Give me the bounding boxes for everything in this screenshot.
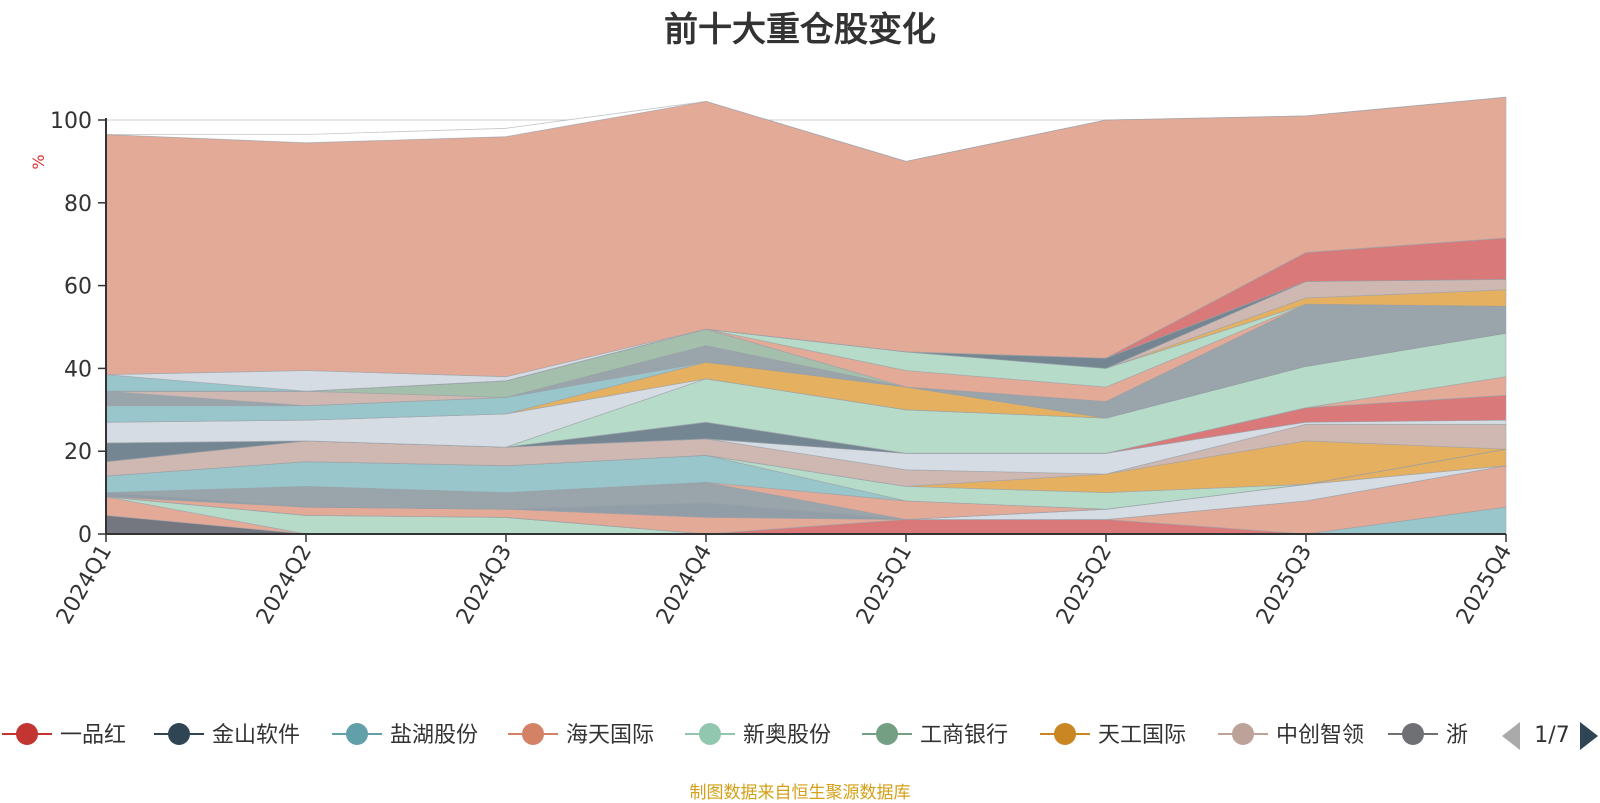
legend-item[interactable]: 中创智领 [1218,723,1364,748]
legend-circle-icon [876,723,898,745]
legend-item[interactable]: 新奥股份 [685,723,831,748]
x-tick-label: 2025Q3 [1252,541,1317,629]
area-series-layer [105,96,1507,535]
legend-items[interactable]: 一品红 金山软件 盐湖股份 海天国际 新奥股份 工商银行 天工国际 中创智领 浙 [2,723,1468,748]
chart-title: 前十大重仓股变化 [664,10,936,50]
legend-item[interactable]: 浙 [1388,723,1468,748]
legend-item[interactable]: 金山软件 [154,723,300,748]
legend-circle-icon [168,723,190,745]
x-tick-label: 2025Q1 [852,541,917,629]
legend-item[interactable]: 盐湖股份 [332,723,478,748]
legend-label: 天工国际 [1098,723,1186,748]
legend-item[interactable]: 一品红 [2,723,126,748]
legend-circle-icon [1232,723,1254,745]
x-tick-label: 2025Q2 [1052,541,1117,629]
legend-label: 工商银行 [920,723,1008,748]
y-tick-label: 80 [64,192,92,217]
legend-circle-icon [522,723,544,745]
legend-item[interactable]: 天工国际 [1040,723,1186,748]
legend-circle-icon [1402,723,1424,745]
x-tick-label: 2024Q2 [252,541,317,629]
legend-label: 海天国际 [566,723,654,748]
legend-label: 金山软件 [212,723,300,748]
y-tick-label: 60 [64,275,92,300]
legend-prev-page-icon[interactable] [1502,722,1520,750]
legend-label: 一品红 [60,723,126,748]
x-tick-label: 2025Q4 [1452,541,1517,629]
legend-circle-icon [1054,723,1076,745]
legend-next-page-icon[interactable] [1580,722,1598,750]
y-tick-label: 100 [50,109,92,134]
legend-circle-icon [16,723,38,745]
legend-item[interactable]: 工商银行 [862,723,1008,748]
legend-label: 中创智领 [1276,723,1364,748]
legend-label: 浙 [1446,723,1468,748]
legend-page-indicator: 1/7 [1534,723,1569,748]
legend-circle-icon [346,723,368,745]
legend[interactable]: 一品红 金山软件 盐湖股份 海天国际 新奥股份 工商银行 天工国际 中创智领 浙 1/7 [2,722,1598,750]
y-axis-unit-label: % [29,154,48,169]
x-tick-label: 2024Q3 [452,541,517,629]
y-tick-label: 40 [64,357,92,382]
data-source-note: 制图数据来自恒生聚源数据库 [689,783,911,803]
x-tick-label: 2024Q4 [652,541,717,629]
area-series [105,96,1507,162]
legend-item[interactable]: 海天国际 [508,723,654,748]
legend-label: 新奥股份 [743,723,831,748]
x-tick-label: 2024Q1 [52,541,117,629]
legend-label: 盐湖股份 [390,723,478,748]
y-tick-label: 20 [64,440,92,465]
legend-circle-icon [699,723,721,745]
y-tick-label: 0 [78,523,92,548]
